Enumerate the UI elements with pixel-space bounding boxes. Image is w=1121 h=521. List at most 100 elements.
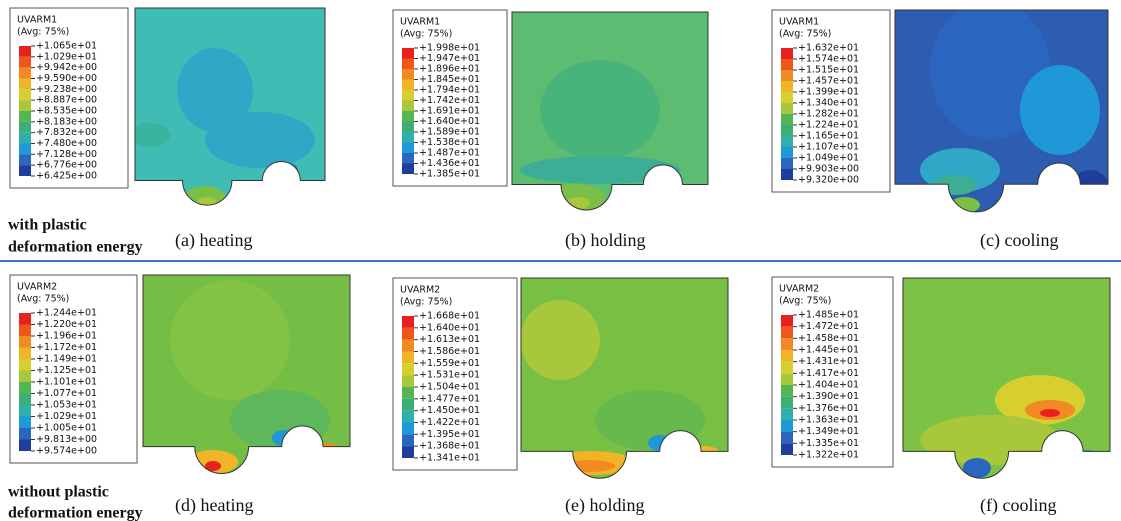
legend-swatch: [781, 158, 793, 169]
legend-label: +1.477e+01: [419, 393, 480, 404]
contour-region: [1040, 409, 1060, 417]
row-label: deformation energy: [8, 239, 143, 256]
legend-swatch: [402, 399, 414, 411]
legend-label: +1.794e+01: [419, 85, 480, 96]
legend-label: +1.125e+01: [36, 365, 97, 376]
legend-label: +1.445e+01: [798, 345, 859, 356]
legend-label: +1.436e+01: [419, 158, 480, 169]
legend-label: +1.149e+01: [36, 354, 97, 365]
legend-swatch: [19, 382, 31, 394]
contour-region: [646, 167, 670, 183]
legend-swatch: [402, 316, 414, 328]
legend-swatch: [781, 443, 793, 455]
legend-label: +1.107e+01: [798, 142, 859, 153]
legend-label: +1.077e+01: [36, 388, 97, 399]
legend-label: +9.813e+00: [36, 434, 97, 445]
figure: with plasticdeformation energywithout pl…: [0, 0, 1121, 521]
legend-swatch: [19, 348, 31, 360]
legend-label: +1.335e+01: [798, 438, 859, 449]
caption: (b) holding: [565, 230, 646, 251]
legend-swatch: [19, 144, 31, 155]
contour-region: [565, 460, 615, 472]
contour-region: [950, 197, 980, 213]
legend-swatch: [781, 81, 793, 92]
legend-label: +1.485e+01: [798, 310, 859, 321]
legend-swatch: [402, 328, 414, 340]
legend-swatch: [19, 57, 31, 68]
caption: (c) cooling: [980, 230, 1058, 251]
legend-subtitle: (Avg: 75%): [779, 296, 831, 307]
legend-label: +1.998e+01: [419, 43, 480, 54]
legend-label: +1.196e+01: [36, 331, 97, 342]
legend-label: +1.322e+01: [798, 450, 859, 461]
legend-label: +1.390e+01: [798, 391, 859, 402]
legend-label: +1.487e+01: [419, 148, 480, 159]
contour-region: [197, 197, 217, 209]
legend-label: +1.399e+01: [798, 87, 859, 98]
legend-label: +1.065e+01: [36, 41, 97, 52]
legend-label: +1.172e+01: [36, 342, 97, 353]
caption: (d) heating: [175, 495, 253, 516]
legend-swatch: [781, 338, 793, 350]
legend-label: +6.425e+00: [36, 171, 97, 182]
legend-swatch: [781, 147, 793, 158]
caption: (f) cooling: [980, 495, 1056, 516]
legend-swatch: [402, 446, 414, 458]
contour-region: [270, 162, 298, 178]
legend-label: +8.887e+00: [36, 95, 97, 106]
legend-label: +1.691e+01: [419, 106, 480, 117]
contour-region: [130, 123, 170, 147]
legend-swatch: [19, 325, 31, 337]
legend-swatch: [781, 397, 793, 409]
legend-swatch: [781, 70, 793, 81]
caption: (a) heating: [175, 230, 252, 251]
legend-title: UVARM1: [400, 17, 440, 28]
legend-subtitle: (Avg: 75%): [400, 29, 452, 40]
legend-swatch: [402, 80, 414, 91]
legend-swatch: [19, 46, 31, 57]
legend-title: UVARM1: [17, 15, 57, 26]
legend-label: +1.515e+01: [798, 65, 859, 76]
legend-subtitle: (Avg: 75%): [779, 29, 831, 40]
legend-swatch: [402, 340, 414, 352]
legend-swatch: [402, 363, 414, 375]
legend-label: +7.480e+00: [36, 138, 97, 149]
legend-swatch: [781, 125, 793, 136]
legend-label: +7.832e+00: [36, 127, 97, 138]
legend-swatch: [19, 313, 31, 325]
legend-swatch: [402, 375, 414, 387]
legend-label: +1.049e+01: [798, 153, 859, 164]
legend-swatch: [402, 48, 414, 59]
legend-label: +7.128e+00: [36, 149, 97, 160]
legend-swatch: [402, 423, 414, 435]
legend-swatch: [19, 359, 31, 371]
legend-swatch: [781, 92, 793, 103]
legend-label: +9.903e+00: [798, 164, 859, 175]
legend-swatch: [402, 111, 414, 122]
legend-swatch: [19, 133, 31, 144]
legend-label: +1.589e+01: [419, 127, 480, 138]
legend-label: +1.029e+01: [36, 411, 97, 422]
legend-label: +9.590e+00: [36, 73, 97, 84]
legend-label: +1.282e+01: [798, 109, 859, 120]
legend-swatch: [781, 103, 793, 114]
contour-region: [520, 300, 600, 380]
legend-label: +1.340e+01: [798, 98, 859, 109]
legend-swatch: [402, 164, 414, 175]
legend-label: +1.458e+01: [798, 333, 859, 344]
row-label: deformation energy: [8, 505, 143, 521]
legend-label: +1.640e+01: [419, 116, 480, 127]
legend-swatch: [19, 336, 31, 348]
legend-swatch: [402, 132, 414, 143]
legend-label: +1.349e+01: [798, 426, 859, 437]
contour-region: [520, 156, 680, 184]
legend-label: +1.368e+01: [419, 441, 480, 452]
row-label: with plastic: [8, 217, 87, 234]
legend-swatch: [781, 327, 793, 339]
legend-label: +1.341e+01: [419, 453, 480, 464]
legend-label: +1.504e+01: [419, 382, 480, 393]
contour-region: [170, 280, 290, 400]
legend-label: +1.224e+01: [798, 120, 859, 131]
legend-label: +1.450e+01: [419, 405, 480, 416]
legend-swatch: [19, 440, 31, 452]
